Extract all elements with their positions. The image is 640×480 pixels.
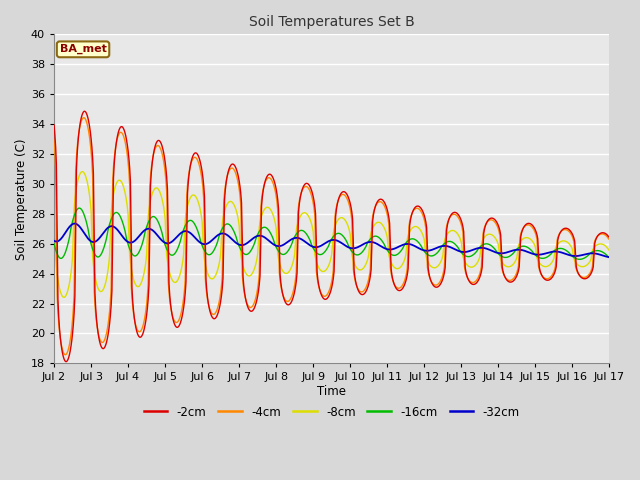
Text: BA_met: BA_met (60, 44, 106, 54)
Y-axis label: Soil Temperature (C): Soil Temperature (C) (15, 138, 28, 260)
Legend: -2cm, -4cm, -8cm, -16cm, -32cm: -2cm, -4cm, -8cm, -16cm, -32cm (139, 401, 524, 423)
Title: Soil Temperatures Set B: Soil Temperatures Set B (249, 15, 415, 29)
X-axis label: Time: Time (317, 385, 346, 398)
